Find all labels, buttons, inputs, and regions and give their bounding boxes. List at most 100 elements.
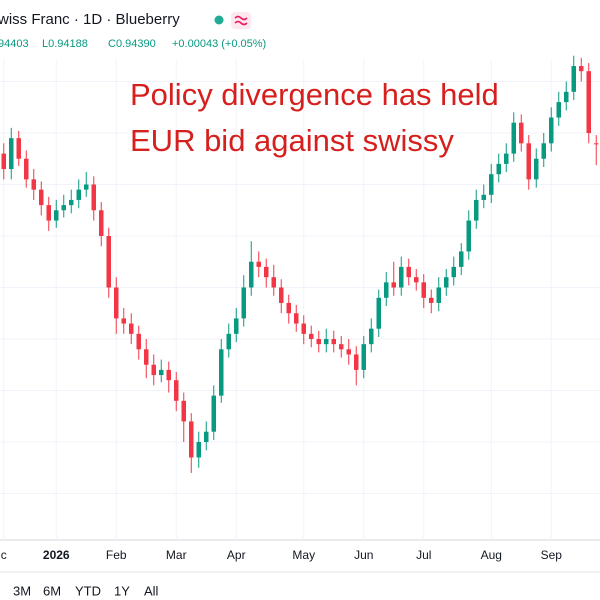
candle-body — [136, 333, 141, 350]
candle-body — [181, 400, 186, 422]
x-tick-label: Feb — [106, 548, 127, 562]
candles — [1, 55, 599, 473]
ohlc-value: L0.94188 — [42, 38, 88, 50]
candle-body — [526, 143, 531, 180]
candle-body — [579, 66, 584, 72]
candle-body — [211, 395, 216, 432]
candle-body — [46, 205, 51, 221]
labels: c 2026 Feb Mar Apr May Jun Jul Aug Sep Policy dive… — [1, 77, 562, 598]
candle-body — [121, 318, 126, 324]
candle-body — [249, 261, 254, 288]
x-tick-label: Sep — [541, 548, 563, 562]
candle-body — [16, 138, 21, 159]
candle-body — [511, 122, 516, 154]
range-button[interactable]: 3M — [13, 583, 31, 598]
candle-body — [91, 184, 96, 211]
candle-body — [31, 179, 36, 190]
candle-body — [204, 431, 209, 442]
candle-body — [421, 282, 426, 298]
candle-body — [309, 333, 314, 339]
candle-body — [84, 184, 89, 190]
ohlc-legend: 94403 L0.94188 C0.94390 +0.00043 (+0.05%) — [0, 38, 266, 50]
candle-body — [294, 313, 299, 324]
candle-body — [369, 328, 374, 345]
range-button[interactable]: All — [144, 583, 159, 598]
candle-body — [301, 323, 306, 334]
candle-body — [414, 277, 419, 283]
candle-body — [24, 158, 29, 180]
candle-body — [489, 174, 494, 195]
candle-body — [339, 344, 344, 350]
candle-body — [391, 282, 396, 288]
candle-body — [564, 91, 569, 103]
x-tick-label: May — [292, 548, 315, 562]
candle-body — [504, 153, 509, 164]
candle-body — [534, 158, 539, 180]
candle-body — [1, 153, 6, 170]
candle-body — [54, 210, 59, 221]
range-button[interactable]: 1Y — [114, 583, 130, 598]
ohlc-value: 94403 — [0, 38, 29, 50]
candle-body — [241, 287, 246, 319]
candle-body — [144, 349, 149, 365]
candle-body — [466, 220, 471, 252]
annotation: EUR bid against swissy — [130, 123, 454, 158]
x-tick-label: Jun — [354, 548, 373, 562]
candle-body — [256, 261, 261, 267]
candle-body — [481, 194, 486, 200]
range-button[interactable]: YTD — [75, 583, 101, 598]
annotation: Policy divergence has held — [130, 77, 499, 112]
candle-body — [496, 163, 501, 175]
candle-body — [376, 297, 381, 329]
candle-body — [234, 318, 239, 334]
candle-body — [189, 421, 194, 458]
candle-body — [76, 189, 81, 200]
candle-body — [541, 143, 546, 159]
candle-body — [406, 266, 411, 278]
wave-icon — [234, 15, 248, 26]
candle-body — [114, 287, 119, 319]
candle-body — [571, 66, 576, 92]
candle-body — [459, 251, 464, 267]
candle-body — [264, 266, 269, 278]
candle-body — [429, 297, 434, 303]
x-tick-label: Jul — [416, 548, 431, 562]
candle-body — [436, 287, 441, 303]
candle-body — [324, 339, 329, 345]
candle-body — [226, 333, 231, 350]
candle-body — [129, 323, 134, 334]
candle-body — [219, 349, 224, 396]
candle-body — [106, 236, 111, 288]
candle-body — [444, 277, 449, 288]
ohlc-value: C0.94390 — [108, 38, 156, 50]
x-tick-label: 2026 — [43, 548, 70, 562]
candle-body — [346, 349, 351, 355]
icon-box — [231, 12, 251, 29]
candle-body — [451, 266, 456, 278]
candle-body — [271, 277, 276, 288]
candle-body — [279, 287, 284, 303]
candle-body — [174, 380, 179, 401]
candle-body — [519, 122, 524, 144]
candle-body — [166, 369, 171, 381]
candle-body — [399, 266, 404, 288]
ohlc-value: +0.00043 (+0.05%) — [172, 38, 266, 50]
candle-body — [361, 344, 366, 370]
x-tick-label: Apr — [227, 548, 246, 562]
candle-body — [159, 369, 164, 376]
candle-body — [61, 205, 66, 211]
candle-body — [474, 199, 479, 221]
candle-body — [316, 339, 321, 345]
candle-body — [151, 364, 156, 376]
candle-body — [586, 71, 591, 133]
x-tick-label: Mar — [166, 548, 187, 562]
candle-body — [594, 143, 599, 145]
candle-body — [354, 354, 359, 370]
symbol-title: wiss Franc · 1D · Blueberry — [0, 11, 180, 28]
candle-body — [69, 199, 74, 206]
candle-body — [549, 117, 554, 144]
candle-body — [196, 442, 201, 458]
range-button[interactable]: 6M — [43, 583, 61, 598]
